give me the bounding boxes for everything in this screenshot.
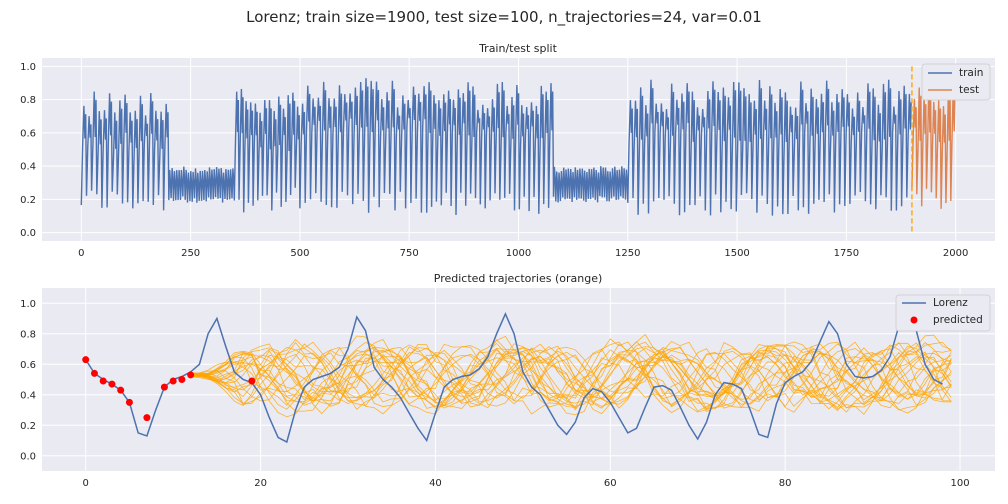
predicted-point [143, 414, 151, 422]
trajectory-line [190, 343, 952, 410]
train-test-xtick-label: 1000 [506, 248, 531, 259]
predicted-point [125, 398, 133, 406]
predicted-point [160, 383, 168, 391]
trajectory-line [190, 341, 952, 409]
predicted-point [108, 380, 116, 388]
predicted-point [117, 386, 125, 394]
trajectory-line [190, 346, 952, 405]
predicted-point [187, 371, 195, 379]
legend-test-label: test [959, 84, 979, 96]
predicted-ticks: 0 20 40 60 80 100 0.0 0.2 0.4 0.6 0.8 1.0 [20, 299, 969, 489]
predicted-xtick-label: 100 [950, 478, 969, 489]
train-test-xtick-label: 500 [290, 248, 309, 259]
predicted-grid [42, 288, 995, 471]
train-test-ytick-label: 0.4 [20, 162, 36, 173]
predicted-point [169, 377, 177, 385]
legend-predicted-swatch [910, 316, 918, 324]
legend-lorenz-label: Lorenz [933, 297, 968, 309]
legend-predicted-label: predicted [933, 314, 983, 326]
train-test-xtick-label: 1500 [724, 248, 749, 259]
predicted-point [82, 356, 90, 364]
predicted-ytick-label: 0.4 [20, 390, 36, 401]
predicted-trajectories-panel: Predicted trajectories (orange) 0 20 40 60 8… [20, 272, 995, 489]
lorenz-line [85, 312, 943, 444]
trajectory-line [190, 339, 952, 415]
trajectory-line [190, 352, 952, 400]
test-series-line [911, 78, 956, 209]
legend-train-label: train [959, 67, 983, 79]
train-test-split-panel: Train/test split 0 250 500 750 1000 1250 1500 1… [20, 42, 995, 259]
train-series-line [80, 78, 912, 216]
predicted-trajectories-title: Predicted trajectories (orange) [434, 272, 603, 285]
train-test-xtick-label: 750 [400, 248, 419, 259]
train-test-xtick-label: 1250 [615, 248, 640, 259]
predicted-xtick-label: 20 [254, 478, 267, 489]
train-test-lines [80, 66, 956, 233]
trajectory-line [190, 338, 952, 415]
train-test-xtick-label: 1750 [834, 248, 859, 259]
trajectory-line [190, 343, 952, 411]
train-test-xtick-label: 250 [181, 248, 200, 259]
predicted-ytick-label: 0.0 [20, 451, 36, 462]
train-test-ytick-label: 1.0 [20, 62, 36, 73]
predicted-xtick-label: 40 [429, 478, 442, 489]
predicted-ytick-label: 1.0 [20, 299, 36, 310]
train-test-ytick-label: 0.6 [20, 128, 36, 139]
train-test-xtick-label: 0 [78, 248, 84, 259]
train-test-ticks: 0 250 500 750 1000 1250 1500 1750 2000 0.0 0.2 0.4 0… [20, 62, 968, 259]
train-test-split-title: Train/test split [478, 42, 558, 55]
predicted-point [248, 377, 256, 385]
train-test-xtick-label: 2000 [943, 248, 968, 259]
predicted-ytick-label: 0.2 [20, 421, 36, 432]
predicted-xtick-label: 0 [83, 478, 89, 489]
trajectory-line [190, 350, 952, 402]
train-test-ytick-label: 0.8 [20, 95, 36, 106]
trajectory-line [190, 347, 952, 407]
predicted-ytick-label: 0.8 [20, 329, 36, 340]
train-test-ytick-label: 0.2 [20, 195, 36, 206]
figure-suptitle: Lorenz; train size=1900, test size=100, … [246, 8, 762, 27]
predicted-ytick-label: 0.6 [20, 360, 36, 371]
train-test-legend: train test [921, 63, 991, 101]
trajectory-line [190, 341, 952, 412]
trajectory-line [190, 349, 952, 405]
predicted-xtick-label: 60 [604, 478, 617, 489]
trajectory-line [190, 348, 952, 404]
legend-box [895, 294, 991, 332]
predicted-legend: Lorenz predicted [895, 294, 991, 332]
predicted-points [82, 356, 256, 422]
predicted-point [99, 377, 107, 385]
lorenz-series [85, 312, 943, 444]
predicted-point [90, 369, 98, 377]
train-test-ytick-label: 0.0 [20, 228, 36, 239]
predicted-point [178, 376, 186, 383]
predicted-xtick-label: 80 [779, 478, 792, 489]
